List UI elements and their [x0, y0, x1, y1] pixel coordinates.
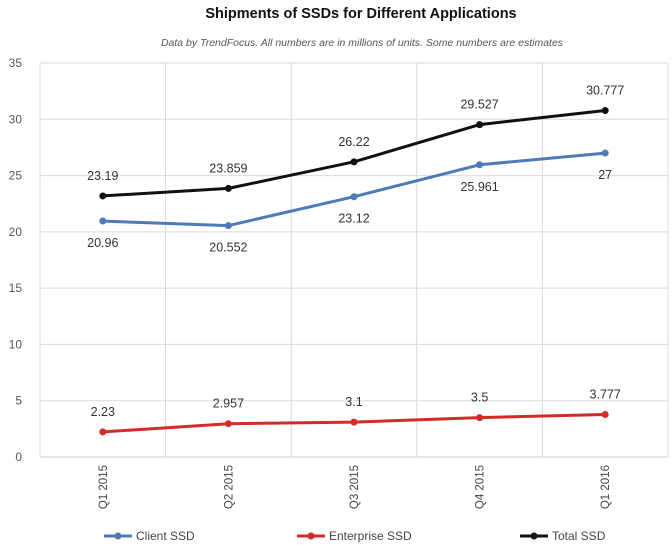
x-tick-label: Q3 2015 — [349, 465, 361, 509]
y-tick-label: 35 — [9, 56, 23, 70]
legend-label: Enterprise SSD — [329, 529, 412, 543]
data-label: 2.957 — [213, 397, 244, 411]
y-tick-label: 5 — [15, 394, 22, 408]
legend-swatch-marker — [307, 532, 315, 540]
data-point — [350, 158, 358, 166]
y-tick-label: 0 — [15, 450, 22, 464]
data-labels: 20.96 20.552 23.12 25.961 27 2.23 2.957 3.1 3.5 3… — [87, 84, 624, 419]
y-tick-label: 30 — [9, 112, 23, 126]
y-tick-label: 10 — [9, 337, 23, 351]
x-tick-label: Q2 2015 — [223, 465, 235, 509]
x-tick-label: Q1 2015 — [98, 465, 110, 509]
x-tick-label: Q1 2016 — [600, 465, 612, 509]
data-point — [350, 193, 358, 201]
series-line — [101, 109, 607, 198]
legend-swatch-marker — [530, 532, 538, 540]
x-axis-ticks: Q1 2015 Q2 2015 Q3 2015 Q4 2015 Q1 2016 — [98, 465, 612, 509]
data-label: 26.22 — [338, 135, 369, 149]
data-point — [224, 222, 232, 230]
legend-label: Client SSD — [136, 529, 195, 543]
data-label: 20.552 — [209, 241, 247, 255]
data-label: 3.5 — [471, 391, 488, 405]
data-label: 3.1 — [345, 395, 362, 409]
x-tick-label: Q4 2015 — [475, 465, 487, 509]
y-axis-ticks: 0 5 10 15 20 25 30 35 — [9, 56, 23, 464]
data-point — [224, 184, 232, 192]
data-label: 23.19 — [87, 169, 118, 183]
data-point — [224, 420, 232, 428]
data-point — [476, 414, 484, 422]
data-point — [99, 192, 107, 200]
data-point — [476, 161, 484, 169]
series-lines — [99, 107, 609, 436]
data-label: 27 — [598, 168, 612, 182]
data-point — [476, 121, 484, 129]
data-label: 2.23 — [91, 405, 115, 419]
y-tick-label: 25 — [9, 169, 23, 183]
legend-swatch-marker — [114, 532, 122, 540]
chart-subtitle: Data by TrendFocus. All numbers are in m… — [161, 37, 564, 49]
data-label: 25.961 — [460, 180, 498, 194]
data-label: 29.527 — [460, 98, 498, 112]
data-point — [99, 428, 107, 436]
data-label: 23.12 — [338, 212, 369, 226]
data-label: 30.777 — [586, 84, 624, 98]
y-tick-label: 20 — [9, 225, 23, 239]
data-point — [601, 410, 609, 418]
data-point — [601, 149, 609, 157]
data-point — [350, 418, 358, 426]
legend: Client SSD Enterprise SSD Total SSD — [104, 529, 606, 543]
data-point — [601, 107, 609, 115]
data-point — [99, 217, 107, 225]
chart-title: Shipments of SSDs for Different Applicat… — [205, 6, 516, 22]
data-label: 23.859 — [209, 161, 247, 175]
data-label: 3.777 — [590, 387, 621, 401]
data-label: 20.96 — [87, 236, 118, 250]
gridlines — [39, 62, 669, 458]
legend-label: Total SSD — [552, 529, 606, 543]
y-tick-label: 15 — [9, 281, 23, 295]
